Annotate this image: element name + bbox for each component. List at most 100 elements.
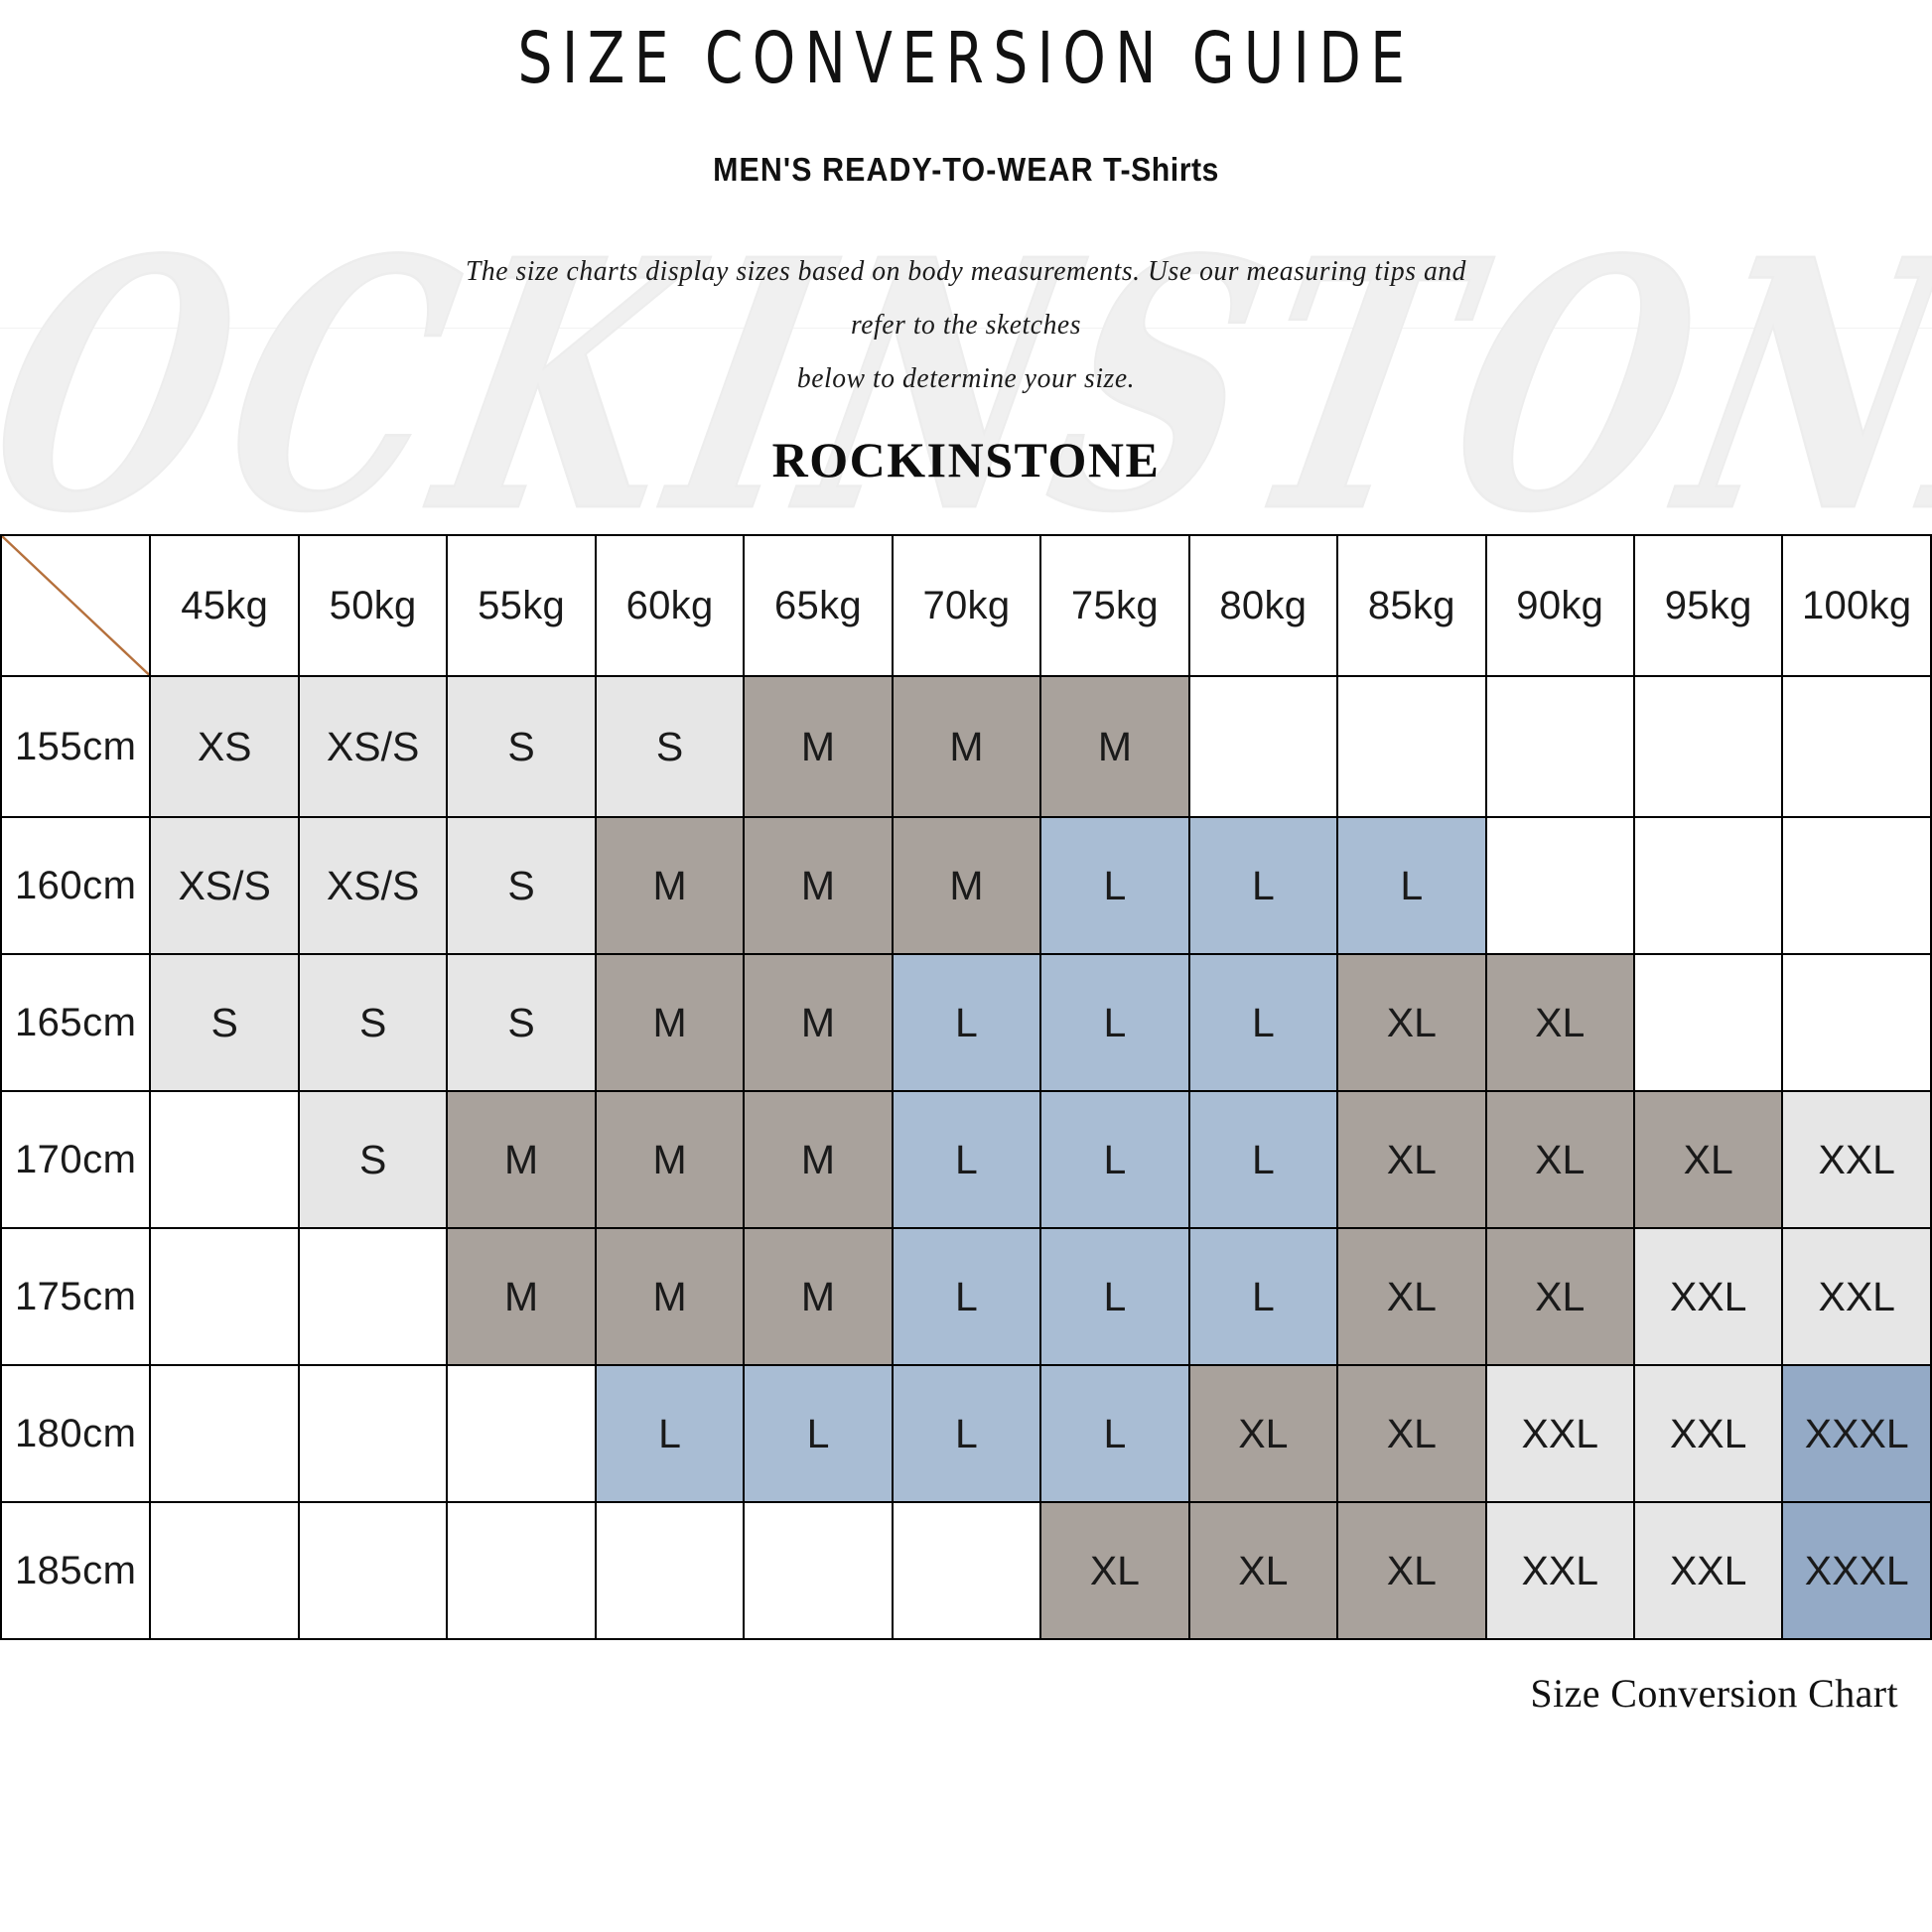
size-cell-empty	[149, 1227, 300, 1366]
size-cell-empty	[743, 1501, 894, 1640]
size-cell-empty	[149, 1090, 300, 1229]
size-cell-empty	[297, 1364, 449, 1503]
row-header-height: 160cm	[0, 816, 152, 955]
brand-name: ROCKINSTONE	[771, 432, 1161, 487]
size-cell: S	[594, 675, 746, 818]
column-header-weight: 60kg	[594, 534, 746, 677]
size-cell: S	[149, 953, 300, 1092]
size-cell: XL	[1484, 1090, 1635, 1229]
size-cell: XL	[1336, 1090, 1487, 1229]
column-header-weight: 50kg	[297, 534, 449, 677]
size-cell: XL	[1336, 1364, 1487, 1503]
column-header-weight: 90kg	[1484, 534, 1635, 677]
size-cell: XL	[1632, 1090, 1784, 1229]
size-cell: M	[891, 816, 1042, 955]
size-cell: M	[743, 1227, 894, 1366]
column-header-weight: 70kg	[891, 534, 1042, 677]
size-guide-page: SIZE CONVERSION GUIDE MEN'S READY-TO-WEA…	[0, 17, 1932, 1716]
size-cell-empty	[149, 1364, 300, 1503]
description-line-2: below to determine your size.	[796, 362, 1136, 394]
table-head: 45kg 50kg 55kg 60kg 65kg 70kg 75kg 80kg 85kg 90kg…	[0, 534, 1932, 677]
column-header-weight: 65kg	[743, 534, 894, 677]
size-cell: S	[446, 953, 597, 1092]
size-cell: M	[743, 675, 894, 818]
size-cell: M	[594, 953, 746, 1092]
size-cell: XXXL	[1781, 1364, 1932, 1503]
size-cell: M	[594, 816, 746, 955]
size-cell-empty	[891, 1501, 1042, 1640]
size-chart-container: 45kg 50kg 55kg 60kg 65kg 70kg 75kg 80kg 85kg 90kg…	[0, 534, 1932, 1640]
size-cell-empty	[446, 1364, 597, 1503]
size-cell-empty	[1632, 675, 1784, 818]
size-conversion-table: 45kg 50kg 55kg 60kg 65kg 70kg 75kg 80kg 85kg 90kg…	[0, 534, 1932, 1640]
size-cell: L	[743, 1364, 894, 1503]
size-cell: XXL	[1632, 1364, 1784, 1503]
size-cell: L	[1039, 1227, 1190, 1366]
size-cell: L	[891, 953, 1042, 1092]
size-cell: XL	[1187, 1501, 1339, 1640]
size-cell: L	[1336, 816, 1487, 955]
size-cell: XXL	[1484, 1364, 1635, 1503]
size-cell: M	[594, 1090, 746, 1229]
size-cell-empty	[1781, 675, 1932, 818]
size-cell: M	[446, 1090, 597, 1229]
table-body: 155cm XS XS/S S S M M M 160cm XS/S XS/S S M M M L L L 165c…	[0, 675, 1932, 1640]
size-cell: XL	[1336, 1501, 1487, 1640]
size-cell: L	[1039, 816, 1190, 955]
table-row: 180cm L L L L XL XL XXL XXL XXXL	[0, 1364, 1932, 1503]
row-header-height: 155cm	[0, 675, 152, 818]
size-cell: L	[891, 1227, 1042, 1366]
size-cell-empty	[1484, 816, 1635, 955]
size-cell: XL	[1336, 1227, 1487, 1366]
size-cell: S	[446, 816, 597, 955]
size-cell: XS/S	[297, 816, 449, 955]
size-cell: L	[891, 1364, 1042, 1503]
size-cell: M	[1039, 675, 1190, 818]
size-cell: S	[297, 1090, 449, 1229]
page-subtitle: MEN'S READY-TO-WEAR T-Shirts	[77, 151, 1855, 189]
size-cell: XXL	[1484, 1501, 1635, 1640]
column-header-weight: 45kg	[149, 534, 300, 677]
corner-cell	[0, 534, 152, 677]
size-cell: XXL	[1781, 1090, 1932, 1229]
size-cell-empty	[1781, 816, 1932, 955]
size-cell: XXL	[1781, 1227, 1932, 1366]
size-cell: M	[594, 1227, 746, 1366]
size-cell: L	[594, 1364, 746, 1503]
size-cell-empty	[297, 1501, 449, 1640]
size-cell: L	[1039, 953, 1190, 1092]
size-cell: M	[743, 816, 894, 955]
size-cell: XL	[1187, 1364, 1339, 1503]
size-cell-empty	[1336, 675, 1487, 818]
size-cell: L	[1187, 1227, 1339, 1366]
subtitle-category: T-Shirts	[1103, 151, 1219, 188]
column-header-weight: 95kg	[1632, 534, 1784, 677]
column-header-weight: 100kg	[1781, 534, 1932, 677]
size-cell-empty	[594, 1501, 746, 1640]
size-cell: XXXL	[1781, 1501, 1932, 1640]
size-cell-empty	[149, 1501, 300, 1640]
corner-diagonal-icon	[3, 537, 149, 674]
size-cell: L	[891, 1090, 1042, 1229]
size-cell: XL	[1039, 1501, 1190, 1640]
size-cell: M	[891, 675, 1042, 818]
size-cell-empty	[1484, 675, 1635, 818]
column-header-weight: 55kg	[446, 534, 597, 677]
table-header-row: 45kg 50kg 55kg 60kg 65kg 70kg 75kg 80kg 85kg 90kg…	[0, 534, 1932, 677]
table-row: 175cm M M M L L L XL XL XXL XXL	[0, 1227, 1932, 1366]
size-cell-empty	[1632, 953, 1784, 1092]
size-cell: M	[743, 1090, 894, 1229]
page-description: The size charts display sizes based on b…	[452, 244, 1480, 405]
size-cell: XS/S	[149, 816, 300, 955]
column-header-weight: 80kg	[1187, 534, 1339, 677]
row-header-height: 185cm	[0, 1501, 152, 1640]
size-cell: S	[297, 953, 449, 1092]
size-cell-empty	[297, 1227, 449, 1366]
size-cell: XXL	[1632, 1227, 1784, 1366]
column-header-weight: 85kg	[1336, 534, 1487, 677]
size-cell-empty	[1781, 953, 1932, 1092]
row-header-height: 175cm	[0, 1227, 152, 1366]
size-cell: XS/S	[297, 675, 449, 818]
size-cell: L	[1039, 1090, 1190, 1229]
page-title: SIZE CONVERSION GUIDE	[517, 17, 1415, 100]
